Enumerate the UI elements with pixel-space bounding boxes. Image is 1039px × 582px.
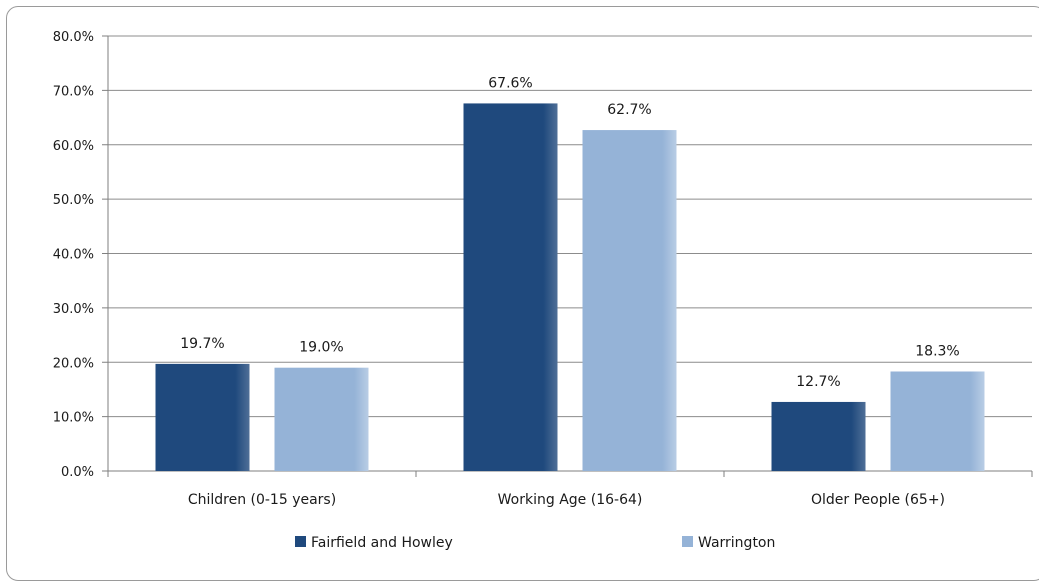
data-label-1-2: 18.3% — [915, 343, 959, 359]
y-tick-label-7: 70.0% — [53, 84, 94, 99]
data-label-1-1: 62.7% — [607, 102, 651, 118]
y-tick-label-4: 40.0% — [53, 248, 94, 263]
axes — [102, 35, 1033, 477]
legend-swatch-1 — [682, 536, 693, 547]
y-tick-label-3: 30.0% — [53, 302, 94, 317]
y-axis-tick-labels: 0.0% 10.0% 20.0% 30.0% 40.0% 50.0% 60.0% 70.0% 8… — [53, 30, 94, 480]
data-label-1-0: 19.0% — [299, 340, 343, 356]
data-label-0-0: 19.7% — [180, 336, 224, 352]
bar-fairfield-and-howley-1 — [463, 103, 558, 472]
legend: Fairfield and Howley Warrington — [295, 535, 775, 551]
data-label-0-2: 12.7% — [796, 374, 840, 390]
y-tick-label-6: 60.0% — [53, 139, 94, 154]
data-labels: 19.7% 19.0% 67.6% 62.7% 12.7% 18.3% — [180, 75, 959, 390]
category-labels: Children (0-15 years) Working Age (16-64)… — [188, 492, 945, 508]
category-label-0: Children (0-15 years) — [188, 492, 336, 508]
y-tick-label-2: 20.0% — [53, 356, 94, 371]
y-tick-label-0: 0.0% — [61, 465, 94, 480]
bar-fairfield-and-howley-0 — [155, 363, 250, 471]
category-label-2: Older People (65+) — [811, 492, 945, 508]
bar-warrington-2 — [890, 371, 985, 471]
gridlines — [108, 35, 1032, 418]
bar-warrington-0 — [274, 367, 369, 471]
legend-label-1: Warrington — [698, 535, 775, 551]
y-tick-label-8: 80.0% — [53, 30, 94, 45]
data-label-0-1: 67.6% — [488, 75, 532, 91]
y-tick-label-1: 10.0% — [53, 411, 94, 426]
bar-warrington-1 — [582, 130, 677, 471]
bars — [155, 103, 985, 472]
category-label-1: Working Age (16-64) — [498, 492, 643, 508]
legend-swatch-0 — [295, 536, 306, 547]
legend-label-0: Fairfield and Howley — [311, 535, 453, 551]
y-tick-label-5: 50.0% — [53, 193, 94, 208]
bar-fairfield-and-howley-2 — [771, 401, 866, 471]
